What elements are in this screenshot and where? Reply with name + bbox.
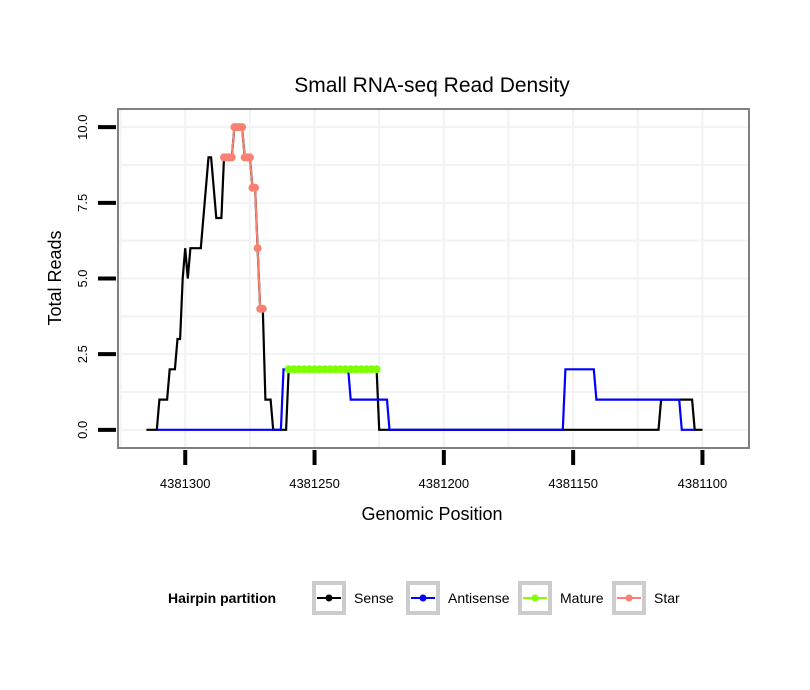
data-point-star [251, 183, 260, 192]
legend-entries: Sense Antisense Mature Star [312, 581, 680, 615]
y-tick-label: 7.5 [75, 194, 90, 212]
data-point-star [227, 153, 236, 162]
plot-panel [117, 108, 750, 449]
legend-label: Antisense [448, 590, 510, 606]
legend-label: Sense [354, 590, 394, 606]
x-tick-label: 4381150 [548, 476, 598, 491]
x-axis: 4381300 4381250 4381200 4381150 4381100 [160, 450, 727, 491]
y-tick-label: 5.0 [75, 269, 90, 287]
data-point-star [258, 304, 267, 313]
legend: Hairpin partition Sense Antisense Mature St… [168, 581, 680, 615]
y-axis: 0.0 2.5 5.0 7.5 10.0 [75, 115, 116, 439]
series-layer [146, 123, 703, 431]
data-point-star [238, 123, 247, 132]
legend-title: Hairpin partition [168, 590, 276, 606]
legend-key-point [419, 594, 427, 602]
series-line-antisense [156, 368, 695, 431]
x-tick-label: 4381250 [289, 476, 340, 491]
y-tick-label: 0.0 [75, 421, 90, 439]
data-point-mature [372, 365, 381, 374]
legend-item-star: Star [612, 581, 680, 615]
x-tick-label: 4381100 [678, 476, 728, 491]
x-tick-label: 4381200 [419, 476, 470, 491]
legend-key-point [531, 594, 539, 602]
x-tick-label: 4381300 [160, 476, 211, 491]
legend-item-antisense: Antisense [406, 581, 510, 615]
x-axis-title: Genomic Position [361, 504, 502, 524]
legend-item-sense: Sense [312, 581, 394, 615]
legend-label: Mature [560, 590, 604, 606]
legend-label: Star [654, 590, 680, 606]
data-point-star [245, 153, 254, 162]
y-axis-title: Total Reads [45, 230, 65, 325]
legend-key-point [625, 594, 633, 602]
chart-title: Small RNA-seq Read Density [294, 74, 570, 97]
y-tick-label: 2.5 [75, 345, 90, 363]
legend-item-mature: Mature [518, 581, 604, 615]
y-tick-label: 10.0 [75, 115, 90, 140]
legend-key-point [325, 594, 333, 602]
data-point-star [253, 244, 262, 253]
grid [118, 109, 749, 448]
